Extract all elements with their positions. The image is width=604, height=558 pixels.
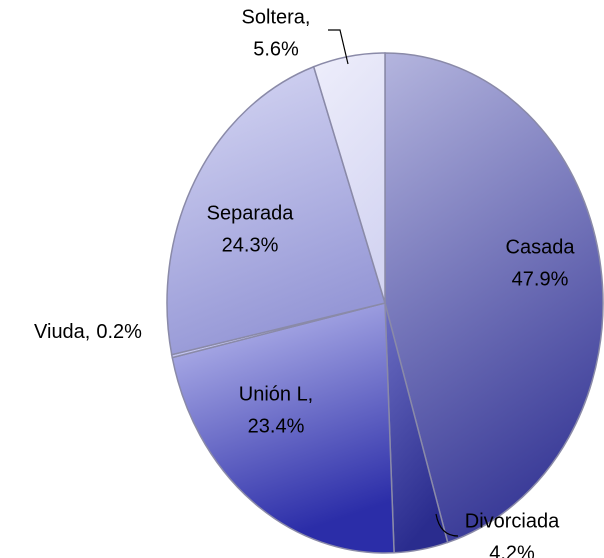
value-label: 23.4% — [248, 415, 305, 437]
pie-slice — [384, 52, 604, 544]
pie-slice — [166, 65, 386, 356]
value-label: 0.2% — [96, 321, 142, 343]
value-label: 24.3% — [222, 234, 279, 256]
value-label: 47.9% — [512, 268, 569, 290]
slice-label: Viuda, 0.2% — [34, 321, 142, 343]
leader-line — [328, 29, 349, 65]
pie — [166, 52, 604, 554]
leader-line — [435, 513, 459, 537]
category-label: Soltera, — [242, 6, 311, 28]
category-label: Unión L, — [239, 383, 314, 405]
category-label: Divorciada — [465, 510, 560, 532]
category-label: Casada — [506, 236, 576, 258]
value-label: 5.6% — [253, 38, 299, 60]
category-label: Viuda, — [34, 321, 90, 343]
pie-slice — [312, 52, 386, 304]
category-label: Separada — [207, 202, 295, 224]
value-label: 4.2% — [489, 542, 535, 558]
pie-slice — [171, 302, 395, 554]
